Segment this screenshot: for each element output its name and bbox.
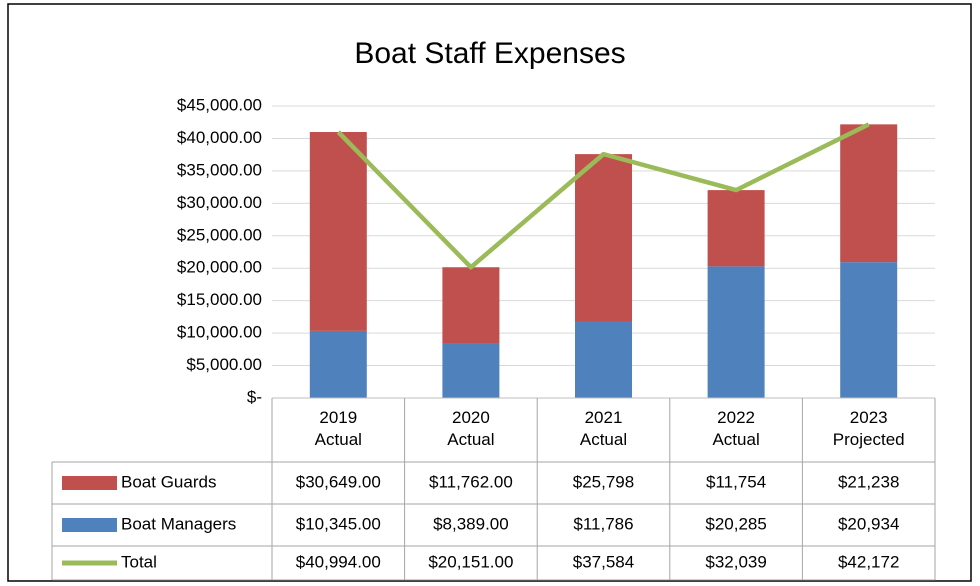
x-tick-label: 2021 Actual	[580, 408, 627, 449]
y-tick-label: $25,000.00	[177, 225, 262, 244]
table-value: $20,285	[705, 514, 766, 533]
bar-segment	[707, 190, 765, 267]
bar-segment	[309, 131, 367, 331]
bar-segment	[840, 262, 898, 398]
table-value: $10,345.00	[296, 514, 381, 533]
table-value: $11,786	[573, 514, 633, 533]
bar-segment	[309, 330, 367, 398]
y-tick-label: $5,000.00	[186, 355, 262, 374]
x-tick-label: 2023 Projected	[833, 408, 905, 449]
legend-label: Boat Guards	[121, 472, 216, 491]
table-value: $40,994.00	[296, 552, 381, 571]
x-tick-label: 2022 Actual	[712, 408, 759, 449]
x-tick-label: 2019 Actual	[315, 408, 362, 449]
table-value: $20,151.00	[428, 552, 513, 571]
table-value: $32,039	[705, 552, 766, 571]
table-value: $25,798	[573, 472, 634, 491]
y-tick-label: $45,000.00	[177, 95, 262, 114]
y-tick-label: $20,000.00	[177, 258, 262, 277]
y-tick-label: $15,000.00	[177, 290, 262, 309]
bar-segment	[442, 267, 500, 344]
table-value: $8,389.00	[433, 514, 509, 533]
table-value: $42,172	[838, 552, 899, 571]
legend-label: Boat Managers	[121, 514, 236, 533]
table-value: $37,584	[573, 552, 634, 571]
chart-title: Boat Staff Expenses	[354, 37, 625, 70]
bar-segment	[707, 266, 765, 398]
table-value: $21,238	[838, 472, 899, 491]
legend-key	[62, 476, 117, 490]
bar-segment	[575, 154, 632, 322]
table-value: $11,762.00	[429, 472, 513, 491]
table-value: $20,934	[838, 514, 899, 533]
table-value: $11,754	[706, 472, 766, 491]
table-value: $30,649.00	[296, 472, 381, 491]
bar-segment	[442, 343, 500, 398]
bar-segment	[840, 124, 898, 263]
legend-key	[62, 518, 117, 532]
y-tick-label: $40,000.00	[177, 128, 262, 147]
x-tick-label: 2020 Actual	[447, 408, 494, 449]
y-tick-label: $10,000.00	[177, 323, 262, 342]
y-tick-label: $35,000.00	[177, 160, 262, 179]
total-line	[336, 122, 870, 270]
y-tick-label: $-	[247, 387, 262, 406]
legend-label: Total	[121, 552, 157, 571]
bar-segment	[575, 321, 632, 398]
y-tick-label: $30,000.00	[177, 193, 262, 212]
